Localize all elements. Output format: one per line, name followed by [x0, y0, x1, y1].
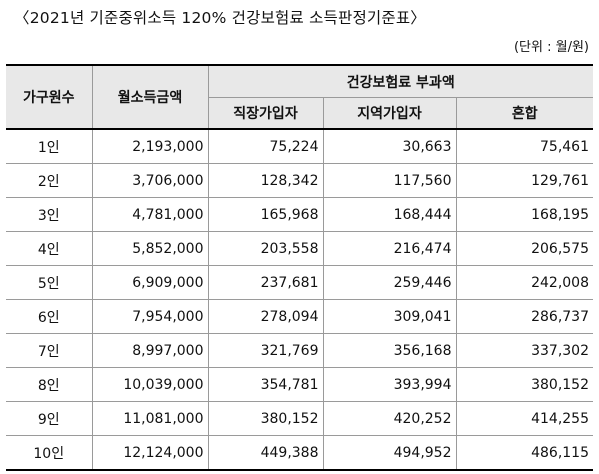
- cell-income: 3,706,000: [91, 163, 209, 198]
- cell-income: 5,852,000: [91, 231, 209, 266]
- cell-employee: 321,769: [207, 333, 324, 368]
- cell-regional: 216,474: [322, 231, 457, 266]
- cell-persons: 4인: [6, 231, 93, 266]
- cell-regional: 356,168: [322, 333, 457, 368]
- cell-income: 12,124,000: [91, 435, 209, 471]
- cell-mixed: 337,302: [455, 333, 593, 368]
- cell-mixed: 286,737: [455, 299, 593, 334]
- cell-persons: 10인: [6, 435, 93, 471]
- cell-mixed: 206,575: [455, 231, 593, 266]
- cell-income: 2,193,000: [91, 128, 209, 164]
- cell-income: 11,081,000: [91, 401, 209, 436]
- cell-income: 6,909,000: [91, 265, 209, 300]
- cell-employee: 203,558: [207, 231, 324, 266]
- table-row: 3인 4,781,000 165,968 168,444 168,195: [6, 197, 593, 232]
- cell-persons: 2인: [6, 163, 93, 198]
- cell-regional: 309,041: [322, 299, 457, 334]
- table-title: 〈2021년 기준중위소득 120% 건강보험료 소득판정기준표〉: [14, 9, 427, 27]
- cell-persons: 3인: [6, 197, 93, 232]
- header-premium-group: 건강보험료 부과액: [207, 64, 593, 98]
- cell-persons: 6인: [6, 299, 93, 334]
- cell-persons: 9인: [6, 401, 93, 436]
- cell-mixed: 414,255: [455, 401, 593, 436]
- cell-regional: 259,446: [322, 265, 457, 300]
- cell-mixed: 486,115: [455, 435, 593, 471]
- cell-regional: 494,952: [322, 435, 457, 471]
- table-body: 1인 2,193,000 75,224 30,663 75,461 2인 3,706,000…: [6, 128, 593, 471]
- cell-income: 7,954,000: [91, 299, 209, 334]
- cell-mixed: 242,008: [455, 265, 593, 300]
- cell-persons: 8인: [6, 367, 93, 402]
- cell-employee: 278,094: [207, 299, 324, 334]
- cell-employee: 380,152: [207, 401, 324, 436]
- cell-employee: 237,681: [207, 265, 324, 300]
- cell-employee: 75,224: [207, 128, 324, 164]
- table-row: 8인 10,039,000 354,781 393,994 380,152: [6, 367, 593, 402]
- header-regional: 지역가입자: [322, 97, 457, 130]
- cell-mixed: 129,761: [455, 163, 593, 198]
- cell-persons: 5인: [6, 265, 93, 300]
- cell-income: 8,997,000: [91, 333, 209, 368]
- income-criteria-table: 가구원수 월소득금액 건강보험료 부과액 직장가입자 지역가입자 혼합 1인 2,…: [6, 64, 593, 471]
- cell-regional: 117,560: [322, 163, 457, 198]
- cell-persons: 1인: [6, 128, 93, 164]
- cell-regional: 30,663: [322, 128, 457, 164]
- cell-mixed: 380,152: [455, 367, 593, 402]
- cell-employee: 449,388: [207, 435, 324, 471]
- header-employee: 직장가입자: [208, 97, 324, 130]
- cell-employee: 165,968: [207, 197, 324, 232]
- unit-note: (단위 : 월/원): [513, 40, 589, 55]
- header-mixed: 혼합: [455, 97, 593, 130]
- table-row: 4인 5,852,000 203,558 216,474 206,575: [6, 231, 593, 266]
- table-row: 5인 6,909,000 237,681 259,446 242,008: [6, 265, 593, 300]
- header-income: 월소득금액: [91, 64, 209, 130]
- cell-income: 10,039,000: [91, 367, 209, 402]
- table-row: 7인 8,997,000 321,769 356,168 337,302: [6, 333, 593, 368]
- cell-mixed: 75,461: [455, 128, 593, 164]
- table-row: 10인 12,124,000 449,388 494,952 486,115: [6, 435, 593, 471]
- cell-employee: 354,781: [207, 367, 324, 402]
- header-household: 가구원수: [6, 64, 93, 130]
- cell-regional: 420,252: [322, 401, 457, 436]
- cell-regional: 393,994: [322, 367, 457, 402]
- table-row: 9인 11,081,000 380,152 420,252 414,255: [6, 401, 593, 436]
- cell-mixed: 168,195: [455, 197, 593, 232]
- cell-persons: 7인: [6, 333, 93, 368]
- table-row: 2인 3,706,000 128,342 117,560 129,761: [6, 163, 593, 198]
- table-row: 6인 7,954,000 278,094 309,041 286,737: [6, 299, 593, 334]
- cell-income: 4,781,000: [91, 197, 209, 232]
- cell-regional: 168,444: [322, 197, 457, 232]
- cell-employee: 128,342: [207, 163, 324, 198]
- table-row: 1인 2,193,000 75,224 30,663 75,461: [6, 128, 593, 164]
